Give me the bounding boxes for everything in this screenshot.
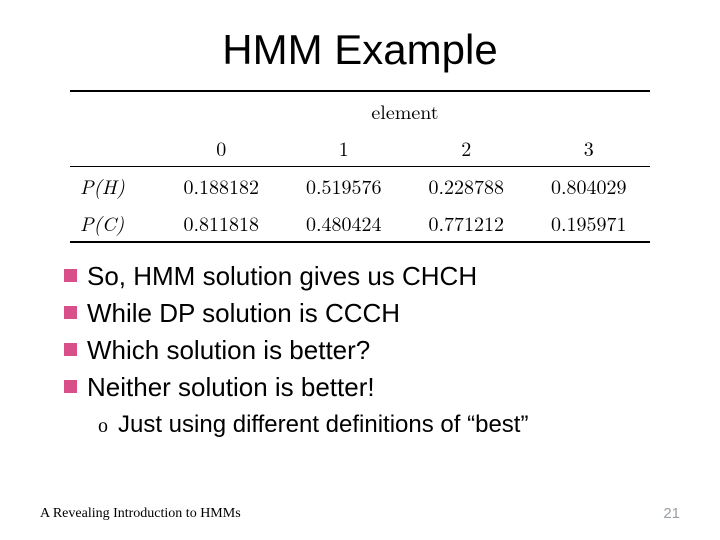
probability-table: element 0 1 2 3 P(H) 0.188182 0.519576 0… <box>70 90 650 243</box>
col-header-3: 3 <box>528 129 651 167</box>
bullet-text: Which solution is better? <box>87 333 370 368</box>
bullet-item: Which solution is better? <box>64 333 656 368</box>
square-bullet-icon <box>64 343 77 356</box>
bullet-item: So, HMM solution gives us CHCH <box>64 259 656 294</box>
bullet-text: Neither solution is better! <box>87 370 375 405</box>
table-header-group-row: element <box>70 91 650 129</box>
slide: HMM Example element 0 1 2 3 P(H) 0.18818… <box>0 0 720 540</box>
table-group-header: element <box>160 91 650 129</box>
square-bullet-icon <box>64 380 77 393</box>
bullet-text: While DP solution is CCCH <box>87 296 400 331</box>
cell: 0.188182 <box>160 167 283 205</box>
table-row: P(H) 0.188182 0.519576 0.228788 0.804029 <box>70 167 650 205</box>
footer-title: A Revealing Introduction to HMMs <box>40 506 241 522</box>
slide-title: HMM Example <box>40 26 680 74</box>
cell: 0.804029 <box>528 167 651 205</box>
col-header-0: 0 <box>160 129 283 167</box>
table-col-index-row: 0 1 2 3 <box>70 129 650 167</box>
row-label-ph: P(H) <box>70 167 160 205</box>
cell: 0.771212 <box>405 204 528 242</box>
col-header-1: 1 <box>283 129 406 167</box>
bullet-list: So, HMM solution gives us CHCH While DP … <box>64 259 656 442</box>
table-blank <box>70 129 160 167</box>
table-row: P(C) 0.811818 0.480424 0.771212 0.195971 <box>70 204 650 242</box>
circle-bullet-icon: o <box>98 413 108 440</box>
table: element 0 1 2 3 P(H) 0.188182 0.519576 0… <box>70 90 650 243</box>
slide-number: 21 <box>663 505 680 522</box>
square-bullet-icon <box>64 269 77 282</box>
bullet-text: So, HMM solution gives us CHCH <box>87 259 477 294</box>
sub-bullet-text: Just using different definitions of “bes… <box>118 409 528 441</box>
row-label-pc: P(C) <box>70 204 160 242</box>
cell: 0.811818 <box>160 204 283 242</box>
col-header-2: 2 <box>405 129 528 167</box>
cell: 0.519576 <box>283 167 406 205</box>
cell: 0.480424 <box>283 204 406 242</box>
cell: 0.195971 <box>528 204 651 242</box>
table-corner-blank <box>70 91 160 129</box>
slide-footer: A Revealing Introduction to HMMs 21 <box>40 505 680 522</box>
sub-bullet-item: o Just using different definitions of “b… <box>98 409 656 441</box>
square-bullet-icon <box>64 306 77 319</box>
bullet-item: While DP solution is CCCH <box>64 296 656 331</box>
cell: 0.228788 <box>405 167 528 205</box>
bullet-item: Neither solution is better! <box>64 370 656 405</box>
